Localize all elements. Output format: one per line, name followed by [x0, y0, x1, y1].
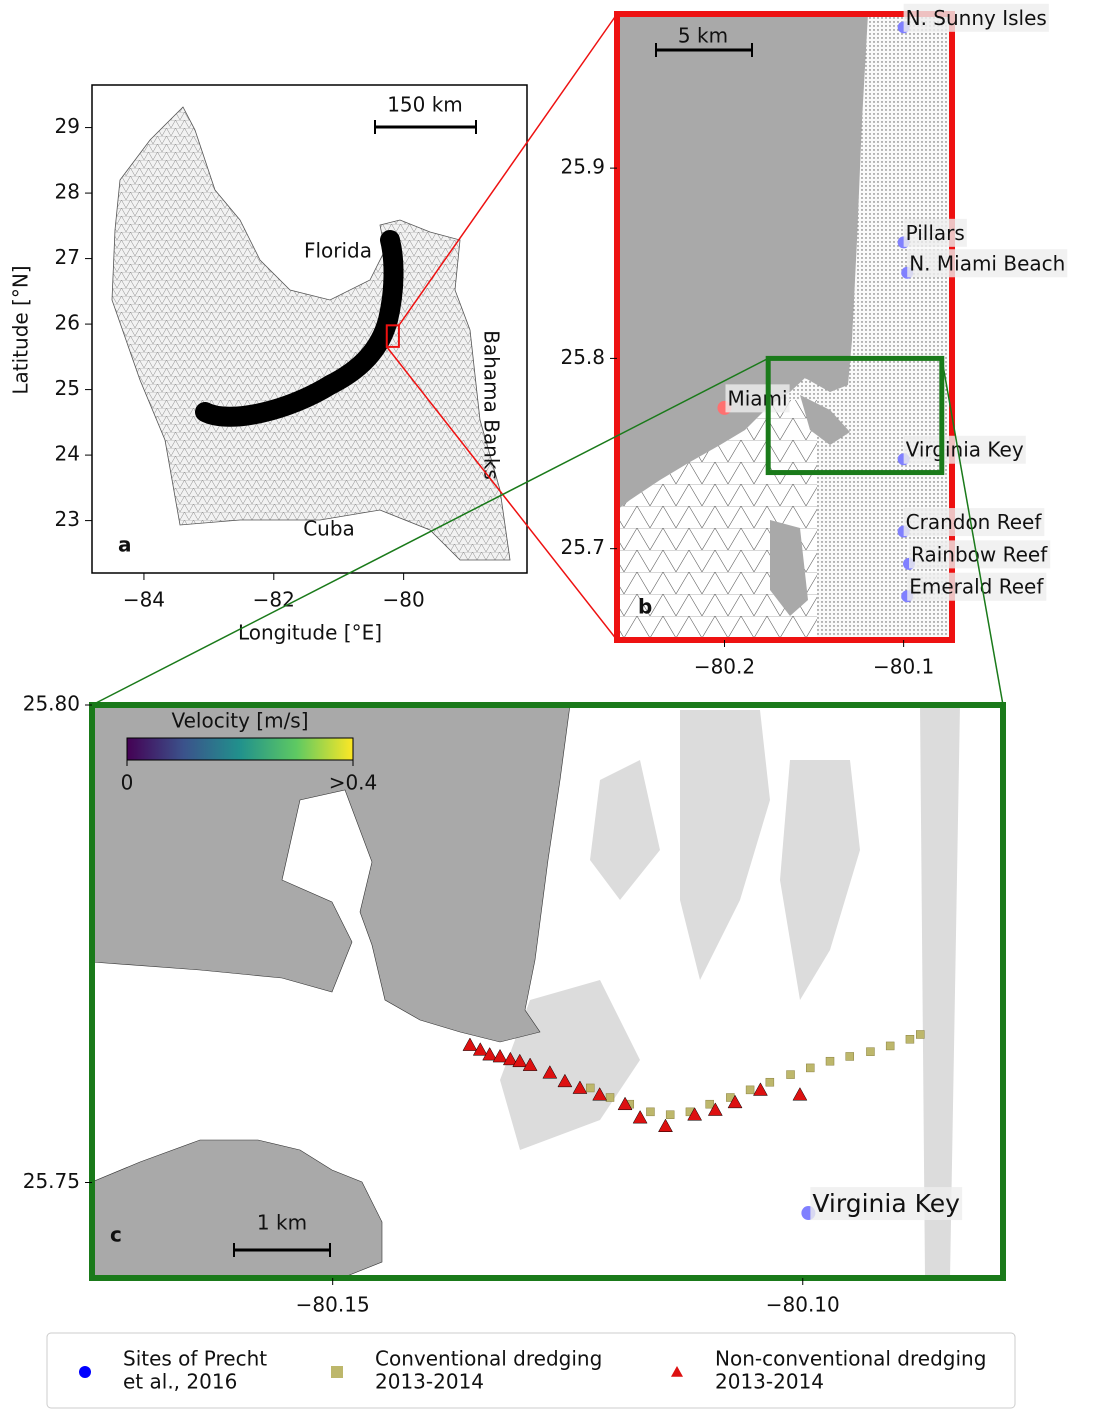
conventional-dredging: [866, 1048, 874, 1056]
site-label: Emerald Reef: [909, 575, 1044, 599]
mesh-domain: [112, 107, 510, 560]
x-tick-label: −82: [253, 588, 295, 612]
legend-label: et al., 2016: [123, 1370, 237, 1394]
x-axis-label: Longitude [°E]: [238, 621, 382, 645]
x-tick-label: −80.1: [873, 655, 934, 679]
legend-label: 2013-2014: [715, 1370, 824, 1394]
city-label: Miami: [727, 386, 787, 410]
y-tick-label: 26: [55, 311, 80, 335]
y-tick-label: 23: [55, 507, 80, 531]
y-tick-label: 29: [55, 114, 80, 138]
x-tick-label: −80: [383, 588, 425, 612]
conventional-dredging: [706, 1100, 714, 1108]
conventional-dredging: [806, 1064, 814, 1072]
y-tick-label: 25.80: [23, 692, 80, 716]
conventional-dredging: [906, 1035, 914, 1043]
y-tick-label: 25.75: [23, 1169, 80, 1193]
panel-letter: b: [638, 595, 652, 619]
conventional-dredging: [606, 1094, 614, 1102]
figure: Florida Cuba Bahama Banks 150 km a Longi…: [0, 0, 1095, 1410]
map-label: Bahama Banks: [480, 330, 504, 480]
legend-label: Non-conventional dredging: [715, 1347, 986, 1371]
site-label: Crandon Reef: [906, 510, 1043, 534]
panel-letter: c: [110, 1223, 122, 1247]
x-tick-label: −80.2: [694, 655, 755, 679]
conventional-dredging: [916, 1030, 924, 1038]
conventional-dredging: [886, 1042, 894, 1050]
conventional-dredging: [846, 1052, 854, 1060]
conventional-dredging: [586, 1084, 594, 1092]
colorbar: [127, 738, 353, 760]
site-label: N. Sunny Isles: [906, 6, 1047, 30]
conventional-dredging: [746, 1086, 754, 1094]
panel-letter: a: [118, 533, 132, 557]
scale-bar-label: 1 km: [257, 1211, 307, 1235]
y-axis-label: Latitude [°N]: [9, 265, 33, 394]
x-tick-label: −84: [123, 588, 165, 612]
map-label: Florida: [304, 239, 372, 263]
conventional-dredging: [646, 1108, 654, 1116]
site-label: N. Miami Beach: [909, 251, 1065, 275]
site-label: Rainbow Reef: [911, 542, 1048, 566]
conventional-dredging: [766, 1078, 774, 1086]
site-label: Virginia Key: [812, 1189, 960, 1218]
colorbar-tick-label: 0: [121, 771, 134, 795]
colorbar-tick-label: >0.4: [329, 771, 378, 795]
legend-label: 2013-2014: [375, 1370, 484, 1394]
colorbar-label: Velocity [m/s]: [171, 709, 308, 733]
y-tick-label: 25.9: [560, 155, 605, 179]
conventional-dredging: [666, 1111, 674, 1119]
scale-bar-label: 5 km: [678, 24, 728, 48]
site-label: Pillars: [906, 221, 965, 245]
y-tick-label: 28: [55, 180, 80, 204]
conventional-dredging: [826, 1057, 834, 1065]
x-tick-label: −80.10: [766, 1293, 840, 1317]
x-tick-label: −80.15: [296, 1293, 370, 1317]
legend-label: Conventional dredging: [375, 1347, 602, 1371]
scale-bar-label: 150 km: [387, 93, 463, 117]
y-tick-label: 25.7: [560, 535, 605, 559]
legend-marker: [331, 1366, 343, 1378]
y-tick-label: 25: [55, 376, 80, 400]
site-label: Virginia Key: [906, 438, 1024, 462]
map-label: Cuba: [303, 517, 355, 541]
y-tick-label: 25.8: [560, 345, 605, 369]
map-b: [617, 14, 952, 640]
legend-label: Sites of Precht: [123, 1347, 267, 1371]
y-tick-label: 27: [55, 245, 80, 269]
legend-marker: [79, 1366, 91, 1378]
y-tick-label: 24: [55, 442, 80, 466]
conventional-dredging: [787, 1071, 795, 1079]
